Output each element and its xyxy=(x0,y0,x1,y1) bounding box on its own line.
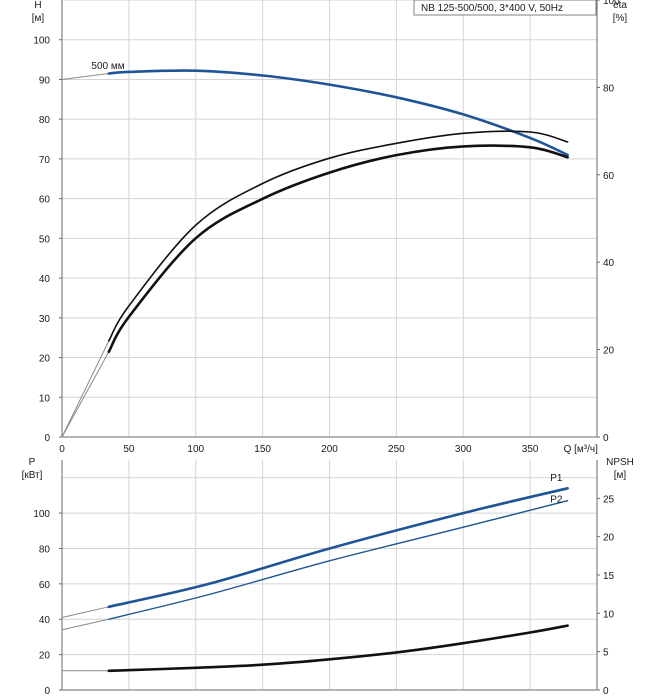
x-tick-label: 350 xyxy=(522,444,539,455)
head-curve-500mm xyxy=(107,69,569,157)
y2-tick-label: 80 xyxy=(603,83,615,94)
y-tick-label: 0 xyxy=(44,433,50,444)
y-axis-unit: [кВт] xyxy=(22,470,43,481)
chart-title: NB 125-500/500, 3*400 V, 50Hz xyxy=(421,3,563,14)
y2-tick-label: 15 xyxy=(603,571,615,582)
npsh-curve xyxy=(107,624,569,673)
y-tick-label: 80 xyxy=(39,115,51,126)
power-curve-p2 xyxy=(108,500,569,620)
y2-tick-label: 25 xyxy=(603,494,615,505)
y-tick-label: 60 xyxy=(39,580,51,591)
y-tick-label: 100 xyxy=(33,509,50,520)
x-axis-label: Q [м³/ч] xyxy=(564,444,599,455)
series-label-p1: P1 xyxy=(550,473,563,484)
y-tick-label: 20 xyxy=(39,354,51,365)
efficiency-curve-upper xyxy=(108,130,569,342)
efficiency-curve-lower xyxy=(107,144,569,354)
x-tick-label: 50 xyxy=(123,444,135,455)
x-tick-label: 300 xyxy=(455,444,472,455)
x-tick-label: 250 xyxy=(388,444,405,455)
y2-axis-title: NPSH xyxy=(606,457,634,468)
y2-tick-label: 40 xyxy=(603,258,615,269)
y-tick-label: 60 xyxy=(39,195,51,206)
y-axis-title: H xyxy=(34,0,41,11)
power-curve-p1-extension xyxy=(61,606,109,618)
curve-annotation-500mm: 500 мм xyxy=(91,61,124,72)
y-tick-label: 100 xyxy=(33,36,50,47)
x-tick-label: 150 xyxy=(254,444,271,455)
series-label-p2: P2 xyxy=(550,494,563,505)
y-tick-label: 70 xyxy=(39,155,51,166)
y-tick-label: 90 xyxy=(39,75,51,86)
x-tick-label: 100 xyxy=(187,444,204,455)
y2-tick-label: 60 xyxy=(603,171,615,182)
power-curve-p2-extension xyxy=(61,618,109,631)
efficiency-curve-lower-extension xyxy=(61,351,110,438)
y-tick-label: 40 xyxy=(39,615,51,626)
efficiency-curve-upper-extension xyxy=(61,340,110,438)
x-tick-label: 0 xyxy=(59,444,65,455)
y-tick-label: 50 xyxy=(39,234,51,245)
y-tick-label: 40 xyxy=(39,274,51,285)
y2-axis-unit: [%] xyxy=(613,13,628,24)
power-curve-p1 xyxy=(107,487,569,609)
y-axis-unit: [м] xyxy=(32,13,45,24)
head-curve-500mm-extension xyxy=(61,73,109,80)
y-axis-title: P xyxy=(29,457,36,468)
y2-axis-unit: [м] xyxy=(614,470,627,481)
x-tick-label: 200 xyxy=(321,444,338,455)
y-tick-label: 0 xyxy=(44,686,50,697)
y-tick-label: 30 xyxy=(39,314,51,325)
y-tick-label: 20 xyxy=(39,651,51,662)
y-tick-label: 10 xyxy=(39,393,51,404)
y2-tick-label: 0 xyxy=(603,686,609,697)
y2-tick-label: 0 xyxy=(603,433,609,444)
y-tick-label: 80 xyxy=(39,544,51,555)
y2-axis-title: eta xyxy=(613,0,627,11)
y2-tick-label: 20 xyxy=(603,346,615,357)
y2-tick-label: 100 xyxy=(603,0,620,7)
y2-tick-label: 20 xyxy=(603,533,615,544)
y2-tick-label: 5 xyxy=(603,648,609,659)
y2-tick-label: 10 xyxy=(603,609,615,620)
title-box xyxy=(413,0,597,16)
